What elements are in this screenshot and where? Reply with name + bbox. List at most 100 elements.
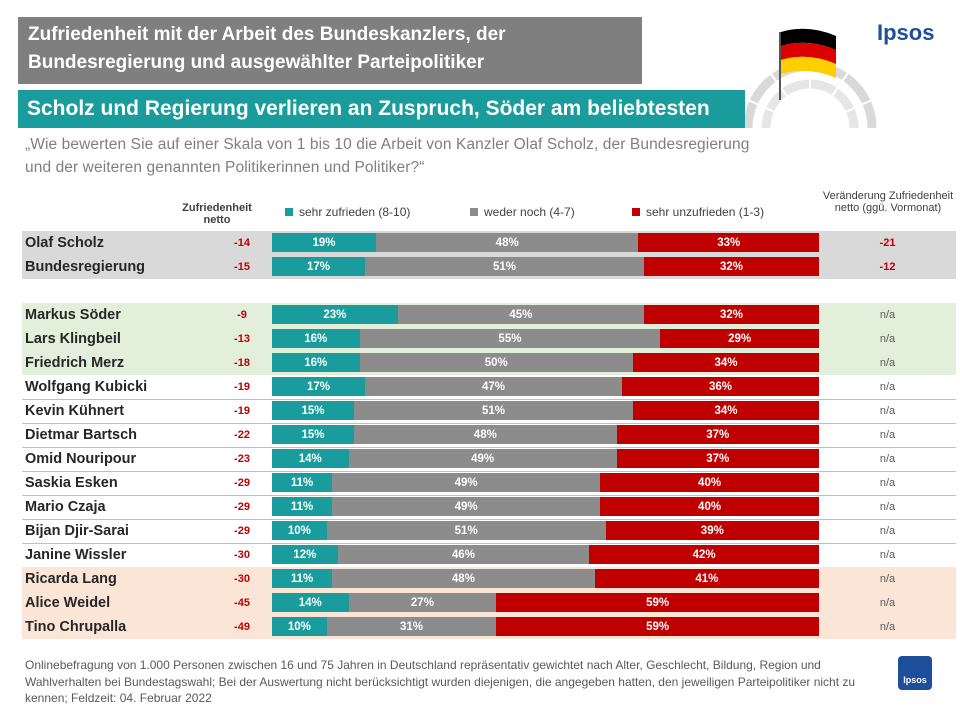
bar-segment: 40% — [600, 473, 819, 492]
bar-segment: 50% — [359, 353, 634, 372]
change-value: n/a — [879, 381, 896, 393]
change-value: n/a — [879, 525, 896, 537]
parliament-flag-icon — [743, 28, 877, 129]
bar-segment: 55% — [359, 329, 661, 348]
change-column-header: Veränderung Zufriedenheit netto (ggü. Vo… — [822, 190, 954, 214]
chart-row: Mario Czaja -29 11% 49% 40% n/a — [22, 495, 956, 520]
change-value: n/a — [879, 429, 896, 441]
row-label: Omid Nouripour — [25, 451, 137, 467]
bar-segment: 16% — [272, 353, 360, 372]
bar-segment: 37% — [616, 449, 819, 468]
bar-segment: 49% — [332, 473, 601, 492]
bar-segment: 12% — [272, 545, 338, 564]
title-line-2: Bundesregierung und ausgewählter Parteip… — [28, 52, 485, 73]
stacked-bar: 16% 55% 29% — [272, 329, 819, 348]
bar-segment: 14% — [272, 449, 349, 468]
legend-swatch-grey — [470, 208, 478, 216]
bar-segment: 31% — [326, 617, 497, 636]
title-line-1: Zufriedenheit mit der Arbeit des Bundesk… — [28, 24, 506, 45]
netto-value: -29 — [234, 525, 250, 537]
change-value: n/a — [879, 597, 896, 609]
bar-segment: 37% — [616, 425, 819, 444]
change-value: n/a — [879, 357, 896, 369]
change-value: n/a — [879, 453, 896, 465]
survey-question: „Wie bewerten Sie auf einer Skala von 1 … — [25, 136, 750, 176]
bar-segment: 10% — [272, 617, 327, 636]
row-label: Tino Chrupalla — [25, 619, 127, 635]
netto-value: -29 — [234, 501, 250, 513]
bar-segment: 10% — [272, 521, 327, 540]
bar-segment: 17% — [272, 257, 365, 276]
netto-value: -30 — [234, 549, 250, 561]
row-label: Wolfgang Kubicki — [25, 379, 148, 395]
legend-item-neutral: weder noch (4-7) — [470, 205, 575, 219]
stacked-bar: 11% 49% 40% — [272, 473, 819, 492]
row-label: Kevin Kühnert — [25, 403, 125, 419]
bar-segment: 40% — [600, 497, 819, 516]
title-box: Zufriedenheit mit der Arbeit des Bundesk… — [18, 17, 642, 84]
legend-swatch-red — [632, 208, 640, 216]
chart-row: Markus Söder -9 23% 45% 32% n/a — [22, 303, 956, 327]
netto-value: -23 — [234, 453, 250, 465]
bar-segment: 45% — [397, 305, 644, 324]
bar-segment: 48% — [354, 425, 617, 444]
bar-segment: 59% — [496, 593, 819, 612]
row-label: Markus Söder — [25, 307, 121, 323]
change-value: n/a — [879, 501, 896, 513]
chart-row: Tino Chrupalla -49 10% 31% 59% n/a — [22, 615, 956, 639]
bar-segment: 27% — [348, 593, 497, 612]
chart-row: Lars Klingbeil -13 16% 55% 29% n/a — [22, 327, 956, 351]
row-label: Alice Weidel — [25, 595, 111, 611]
bar-segment: 36% — [622, 377, 819, 396]
bar-segment: 39% — [605, 521, 819, 540]
row-label: Dietmar Bartsch — [25, 427, 138, 443]
chart-row: Ricarda Lang -30 11% 48% 41% n/a — [22, 567, 956, 591]
bar-segment: 41% — [594, 569, 819, 588]
stacked-bar: 15% 51% 34% — [272, 401, 819, 420]
bar-segment: 49% — [348, 449, 617, 468]
stacked-bar: 14% 49% 37% — [272, 449, 819, 468]
bar-segment: 16% — [272, 329, 360, 348]
change-value: n/a — [879, 333, 896, 345]
stacked-bar: 11% 49% 40% — [272, 497, 819, 516]
row-label: Mario Czaja — [25, 499, 106, 515]
bar-segment: 11% — [272, 569, 333, 588]
stacked-bar: 17% 47% 36% — [272, 377, 819, 396]
legend-label-dissatisfied: sehr unzufrieden (1-3) — [646, 205, 765, 219]
stacked-bar: 10% 31% 59% — [272, 617, 819, 636]
stacked-bar: 12% 46% 42% — [272, 545, 819, 564]
netto-value: -45 — [234, 597, 250, 609]
bar-segment: 59% — [496, 617, 819, 636]
legend-swatch-teal — [285, 208, 293, 216]
row-label: Janine Wissler — [25, 547, 127, 563]
stacked-bar: 10% 51% 39% — [272, 521, 819, 540]
bar-segment: 17% — [272, 377, 365, 396]
bar-segment: 34% — [633, 353, 819, 372]
chart-row: Bijan Djir-Sarai -29 10% 51% 39% n/a — [22, 519, 956, 544]
change-value: n/a — [879, 405, 896, 417]
bar-segment: 23% — [272, 305, 398, 324]
netto-value: -18 — [234, 357, 250, 369]
chart-row: Dietmar Bartsch -22 15% 48% 37% n/a — [22, 423, 956, 448]
ipsos-logo: Ipsos — [877, 20, 935, 45]
row-label: Saskia Esken — [25, 475, 118, 491]
subtitle-banner: Scholz und Regierung verlieren an Zuspru… — [18, 90, 745, 128]
row-label: Olaf Scholz — [25, 235, 104, 251]
stacked-bar: 19% 48% 33% — [272, 233, 819, 252]
bar-segment: 11% — [272, 473, 333, 492]
bar-segment: 11% — [272, 497, 333, 516]
bar-segment: 34% — [633, 401, 819, 420]
chart-row: Bundesregierung -15 17% 51% 32% -12 — [22, 255, 956, 279]
bar-segment: 19% — [272, 233, 376, 252]
legend-item-dissatisfied: sehr unzufrieden (1-3) — [632, 205, 764, 219]
bar-segment: 51% — [326, 521, 606, 540]
row-label: Friedrich Merz — [25, 355, 125, 371]
bar-segment: 51% — [364, 257, 644, 276]
netto-value: -29 — [234, 477, 250, 489]
netto-value: -30 — [234, 573, 250, 585]
row-label: Bijan Djir-Sarai — [25, 523, 129, 539]
stacked-bar: 11% 48% 41% — [272, 569, 819, 588]
netto-value: -49 — [234, 621, 250, 633]
change-value: -12 — [879, 261, 896, 273]
row-label: Bundesregierung — [25, 259, 146, 275]
